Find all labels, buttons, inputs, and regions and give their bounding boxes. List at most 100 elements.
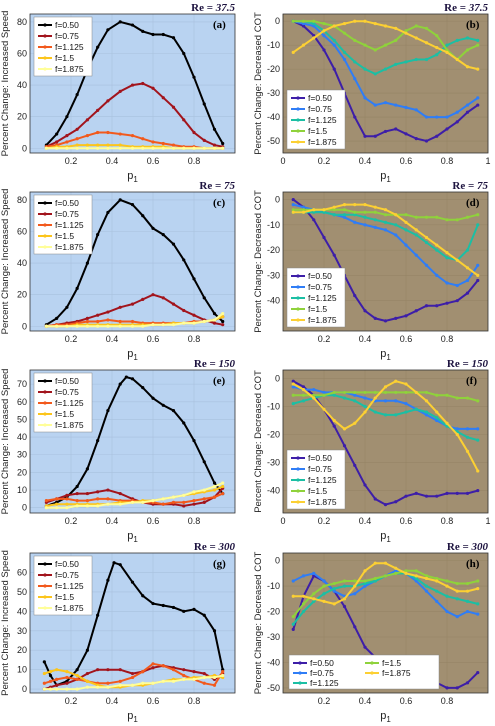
data-point <box>424 240 429 245</box>
y-tick-label: 0 <box>275 16 280 26</box>
y-tick-label: 50 <box>17 414 27 424</box>
legend-label: f=0.50 <box>308 93 332 103</box>
data-point <box>202 671 206 676</box>
data-point <box>353 399 357 403</box>
data-point <box>118 20 122 24</box>
data-point <box>414 574 418 578</box>
data-point <box>85 671 89 676</box>
legend-label: f=1.875 <box>55 603 84 613</box>
x-tick-label: 0.2 <box>318 334 331 344</box>
legend-marker <box>43 584 47 588</box>
data-point <box>212 675 217 680</box>
data-point <box>342 203 347 207</box>
legend-label: f=1.125 <box>55 398 84 408</box>
data-point <box>48 679 53 683</box>
data-point <box>65 146 69 150</box>
legend-marker <box>296 456 300 460</box>
x-tick-label: 0.2 <box>65 516 78 526</box>
data-point <box>312 396 316 400</box>
data-point <box>322 208 326 212</box>
legend-label: f=1.125 <box>308 293 337 303</box>
data-point <box>202 675 206 680</box>
chart-panel-g: 0.2 0.4 0.6 0.8 0 10 20 30 40 50 60 (g) Re = 300 p1 Pe… <box>0 541 236 724</box>
data-point <box>363 579 367 583</box>
x-tick-label: 0.4 <box>359 156 372 166</box>
x-tick-label: 0.8 <box>441 156 454 166</box>
data-point <box>312 571 316 575</box>
legend-label: f=0.75 <box>55 387 79 397</box>
panel-letter: (b) <box>466 19 480 31</box>
data-point <box>342 444 347 448</box>
data-point <box>96 490 100 494</box>
series-line <box>46 293 223 328</box>
data-point <box>465 609 470 614</box>
data-point <box>414 36 418 40</box>
data-point <box>394 233 398 237</box>
data-point <box>291 622 295 626</box>
legend-label: f=1.5 <box>55 409 74 419</box>
x-axis-label: p1 <box>127 348 138 362</box>
data-point <box>75 499 79 503</box>
y-axis-label: Percent Change: Increased Speed <box>0 550 11 696</box>
legend-marker <box>43 606 47 610</box>
legend-label: f=1.875 <box>55 420 84 430</box>
legend-label: f=1.125 <box>55 581 84 591</box>
data-point <box>44 324 49 328</box>
chart-panel-e: 0.2 0.4 0.6 0.8 0 10 20 30 40 50 60 70 (e) Re = 150 p1… <box>0 358 236 544</box>
data-point <box>151 666 155 670</box>
legend-marker <box>296 489 300 493</box>
x-tick-label: 0.2 <box>65 696 78 706</box>
chart-panel-f: 0 0.2 0.4 0.6 0.8 1 0 -10 -20 -30 -40 (f) Re = 150 p1… <box>253 358 491 544</box>
data-point <box>435 576 439 581</box>
data-point <box>394 316 398 320</box>
chart-panel-h: 0.2 0.4 0.6 0.8 0 -10 -20 -30 -40 -50 (h) Re = 300 p… <box>253 541 489 724</box>
data-point <box>353 421 357 425</box>
x-axis-label: p1 <box>127 530 138 544</box>
data-point <box>96 685 100 689</box>
legend-label: f=1.5 <box>308 304 327 314</box>
data-point <box>373 134 377 138</box>
data-point <box>455 110 459 114</box>
chart-panel-d: 0.2 0.4 0.6 0.8 0 -10 -20 -30 -40 (d) Re = 75 p1 Per… <box>253 180 489 362</box>
legend-label: f=1.125 <box>308 475 337 485</box>
y-tick-label: 0 <box>275 195 280 205</box>
data-point <box>332 43 336 47</box>
x-axis-label: p1 <box>380 170 391 184</box>
legend-marker <box>43 401 47 405</box>
data-point <box>445 43 449 47</box>
data-point <box>476 427 480 431</box>
x-axis-label: p1 <box>380 710 391 724</box>
data-point <box>75 504 79 508</box>
data-point <box>363 19 367 23</box>
legend-marker <box>43 379 47 383</box>
legend-marker <box>43 390 47 394</box>
data-point <box>212 321 217 325</box>
data-point <box>192 321 196 325</box>
data-point <box>342 50 347 54</box>
data-point <box>363 215 367 219</box>
data-point <box>118 132 122 136</box>
data-point <box>363 210 367 214</box>
legend-marker <box>43 67 47 71</box>
data-point <box>118 143 122 147</box>
data-point <box>445 251 449 255</box>
data-point <box>455 57 459 62</box>
data-point <box>394 500 398 504</box>
legend-label: f=0.75 <box>55 209 79 219</box>
data-point <box>161 96 165 100</box>
x-tick-label: 0.2 <box>318 156 331 166</box>
data-point <box>342 427 347 431</box>
data-point <box>221 319 225 324</box>
data-point <box>414 24 418 28</box>
data-point <box>312 21 316 26</box>
data-point <box>301 205 306 209</box>
data-point <box>106 497 110 501</box>
data-point <box>383 43 388 47</box>
data-point <box>118 319 122 324</box>
y-tick-label: 30 <box>17 626 27 636</box>
data-point <box>182 668 186 672</box>
legend-label: f=1.5 <box>55 231 74 241</box>
data-point <box>65 687 69 691</box>
panel-letter: (a) <box>213 19 226 31</box>
data-point <box>383 385 388 389</box>
